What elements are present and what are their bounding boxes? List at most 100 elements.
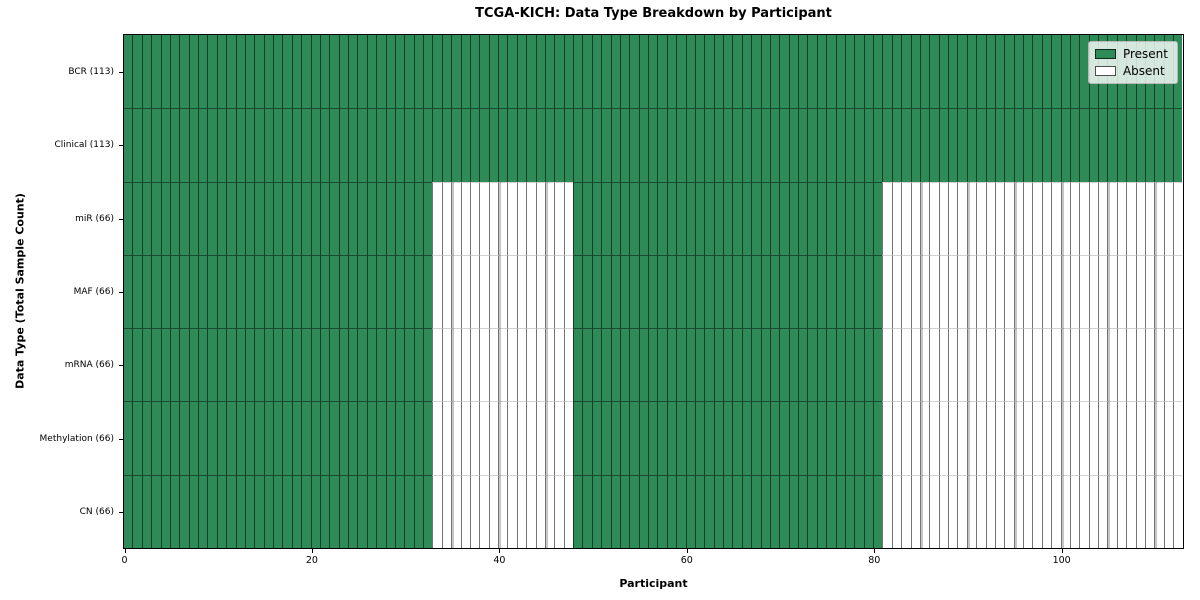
cell-absent bbox=[1041, 401, 1052, 475]
cell-present bbox=[207, 254, 217, 329]
cell-absent bbox=[1079, 181, 1089, 255]
cell-present bbox=[179, 328, 189, 402]
cell-absent bbox=[544, 181, 555, 255]
cell-present bbox=[610, 35, 620, 109]
cell-absent bbox=[1173, 254, 1183, 329]
cell-present bbox=[404, 35, 414, 109]
cell-absent bbox=[535, 328, 545, 402]
cell-present bbox=[694, 254, 705, 329]
cell-absent bbox=[1135, 254, 1145, 329]
heatmap-row bbox=[124, 254, 1183, 329]
cell-absent bbox=[535, 474, 545, 548]
cell-present bbox=[282, 35, 292, 109]
cell-present bbox=[835, 401, 845, 475]
cell-absent bbox=[1013, 328, 1023, 402]
cell-present bbox=[573, 181, 583, 255]
cell-present bbox=[188, 181, 198, 255]
cell-present bbox=[226, 181, 236, 255]
cell-absent bbox=[985, 474, 995, 548]
cell-present bbox=[629, 474, 639, 548]
cell-present bbox=[610, 108, 620, 182]
cell-absent bbox=[460, 328, 470, 402]
cell-present bbox=[863, 401, 873, 475]
y-tick-label: mRNA (66) bbox=[64, 360, 114, 371]
cell-present bbox=[657, 254, 667, 329]
cell-present bbox=[835, 108, 845, 182]
cell-absent bbox=[498, 254, 508, 329]
cell-present bbox=[938, 108, 948, 182]
cell-absent bbox=[882, 328, 892, 402]
cell-present bbox=[760, 108, 770, 182]
cell-present bbox=[488, 35, 498, 109]
cell-absent bbox=[479, 474, 489, 548]
cell-present bbox=[704, 401, 714, 475]
cell-present bbox=[816, 181, 827, 255]
cell-present bbox=[685, 474, 695, 548]
x-tick-label: 20 bbox=[305, 555, 318, 566]
cell-present bbox=[216, 35, 227, 109]
cell-absent bbox=[1004, 181, 1014, 255]
cell-present bbox=[648, 328, 658, 402]
x-tick-label: 60 bbox=[680, 555, 693, 566]
cell-present bbox=[460, 35, 470, 109]
cell-present bbox=[788, 35, 798, 109]
cell-present bbox=[310, 181, 320, 255]
cell-present bbox=[376, 108, 386, 182]
cell-absent bbox=[1069, 401, 1080, 475]
cell-present bbox=[132, 35, 142, 109]
cell-present bbox=[863, 181, 873, 255]
cell-present bbox=[151, 474, 161, 548]
cell-present bbox=[385, 35, 395, 109]
cell-present bbox=[666, 328, 677, 402]
cell-absent bbox=[451, 328, 461, 402]
cell-present bbox=[254, 401, 264, 475]
cell-absent bbox=[910, 328, 920, 402]
cell-present bbox=[329, 254, 339, 329]
cell-absent bbox=[1069, 181, 1080, 255]
cell-absent bbox=[498, 401, 508, 475]
cell-absent bbox=[1023, 328, 1033, 402]
cell-present bbox=[273, 254, 283, 329]
cell-present bbox=[582, 35, 592, 109]
cell-present bbox=[301, 474, 311, 548]
cell-present bbox=[544, 108, 555, 182]
cell-absent bbox=[1163, 328, 1173, 402]
legend-entry-present: Present bbox=[1094, 47, 1168, 61]
cell-present bbox=[235, 35, 245, 109]
cell-absent bbox=[919, 328, 930, 402]
cell-present bbox=[844, 181, 855, 255]
cell-present bbox=[141, 401, 152, 475]
heatmap-row bbox=[124, 35, 1183, 109]
cell-present bbox=[124, 108, 133, 182]
cell-present bbox=[816, 35, 827, 109]
cell-present bbox=[516, 108, 527, 182]
cell-present bbox=[198, 328, 208, 402]
cell-present bbox=[357, 328, 367, 402]
cell-absent bbox=[1004, 254, 1014, 329]
cell-present bbox=[244, 474, 255, 548]
cell-present bbox=[423, 181, 433, 255]
cell-present bbox=[357, 254, 367, 329]
cell-present bbox=[216, 181, 227, 255]
cell-present bbox=[423, 35, 433, 109]
cell-absent bbox=[901, 181, 911, 255]
cell-present bbox=[273, 328, 283, 402]
cell-present bbox=[741, 35, 752, 109]
cell-absent bbox=[1163, 254, 1173, 329]
cell-present bbox=[216, 401, 227, 475]
cell-present bbox=[516, 35, 527, 109]
cell-present bbox=[282, 328, 292, 402]
cell-present bbox=[685, 181, 695, 255]
cell-absent bbox=[479, 401, 489, 475]
cell-absent bbox=[1144, 181, 1155, 255]
cell-absent bbox=[1116, 401, 1127, 475]
cell-present bbox=[357, 474, 367, 548]
cell-absent bbox=[919, 181, 930, 255]
cell-present bbox=[788, 401, 798, 475]
cell-absent bbox=[469, 401, 480, 475]
cell-present bbox=[676, 474, 686, 548]
cell-absent bbox=[1041, 474, 1052, 548]
cell-absent bbox=[516, 181, 527, 255]
cell-present bbox=[244, 35, 255, 109]
cell-present bbox=[985, 108, 995, 182]
